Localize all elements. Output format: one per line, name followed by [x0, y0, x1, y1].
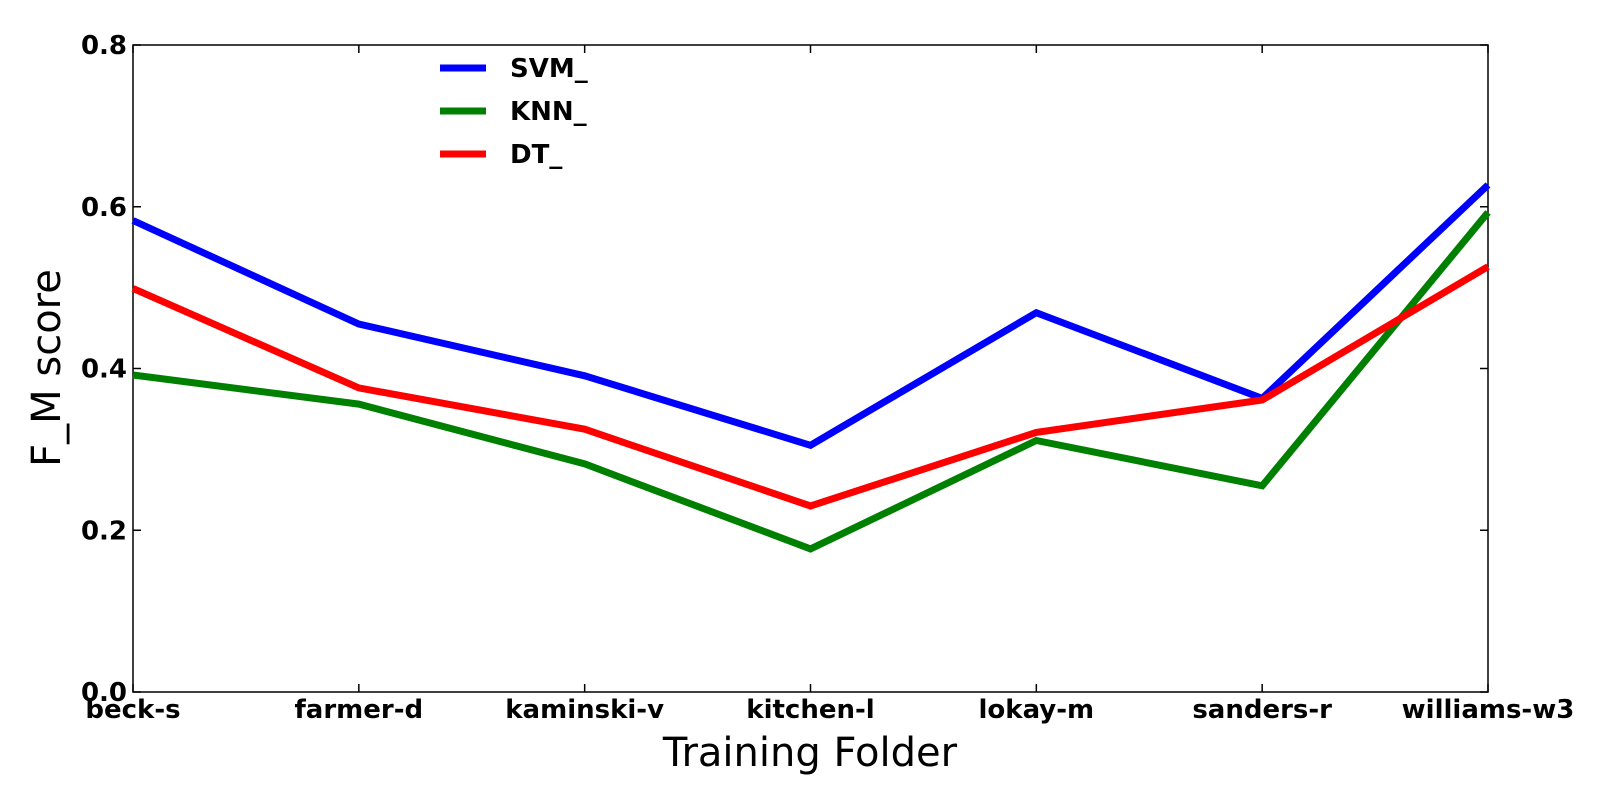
x-tick-label: williams-w3: [1402, 695, 1575, 725]
legend-label: SVM_: [510, 54, 588, 84]
y-axis-ticks: 0.0 0.2 0.4 0.6 0.8: [81, 31, 1488, 708]
y-axis-title: F_M score: [24, 269, 70, 467]
legend: SVM_ KNN_ DT_: [440, 54, 588, 170]
y-tick-label: 0.2: [81, 516, 127, 546]
legend-label: KNN_: [510, 97, 587, 127]
x-tick-label: farmer-d: [295, 695, 424, 725]
x-tick-label: kitchen-l: [746, 695, 874, 725]
y-tick-label: 0.6: [81, 193, 127, 223]
series-line-svm: [131, 182, 1491, 450]
y-tick-label: 0.4: [81, 355, 127, 385]
x-axis-title: Training Folder: [662, 730, 958, 776]
x-axis-ticks: beck-s farmer-d kaminski-v kitchen-l lokay-m…: [85, 45, 1574, 725]
x-tick-label: beck-s: [85, 695, 180, 725]
x-tick-label: kaminski-v: [505, 695, 664, 725]
x-tick-label: lokay-m: [979, 695, 1095, 725]
y-tick-label: 0.0: [81, 678, 127, 708]
plot-frame: [132, 44, 1489, 693]
plot-area: 0.0 0.2 0.4 0.6 0.8 beck-s farmer-d kaminski-v…: [81, 31, 1574, 725]
y-tick-label: 0.8: [81, 31, 127, 61]
legend-label: DT_: [510, 140, 562, 170]
series-line-knn: [132, 210, 1491, 553]
series-line-dt: [131, 263, 1490, 510]
series-lines: [131, 182, 1491, 553]
x-tick-label: sanders-r: [1192, 695, 1332, 725]
